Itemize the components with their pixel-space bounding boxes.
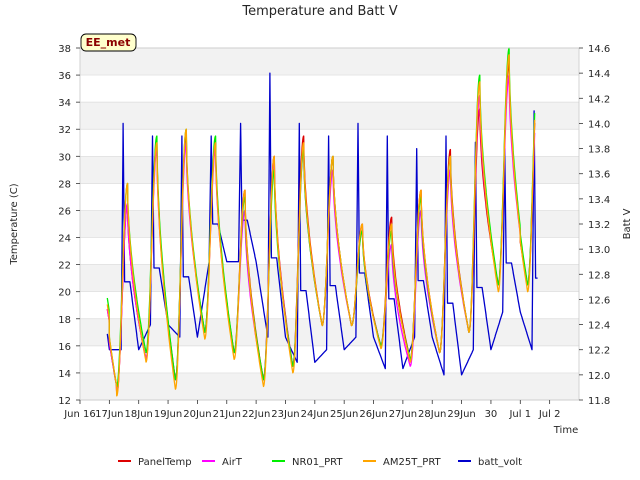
- x-tick-label: 21Jun: [213, 409, 241, 420]
- y-tick-label: 38: [58, 44, 71, 55]
- plot-band: [80, 372, 579, 400]
- y-axis-right: 11.8 12.0 12.2 12.4 12.6 12.8 13.0 13.2 13.4 13.6…: [579, 44, 610, 407]
- x-tick-label: 28Jun: [418, 409, 446, 420]
- y2-tick-label: 12.4: [588, 321, 610, 332]
- x-tick-label: Jul 2: [538, 409, 561, 420]
- legend-label-NR01_PRT: NR01_PRT: [292, 457, 343, 468]
- legend-label-PanelTemp: PanelTemp: [138, 457, 192, 468]
- y-tick-label: 26: [58, 206, 71, 217]
- y2-tick-label: 12.2: [588, 346, 610, 357]
- y2-tick-label: 11.8: [588, 396, 610, 407]
- x-tick-label: 22Jun: [242, 409, 270, 420]
- y2-tick-label: 14.2: [588, 94, 610, 105]
- y-tick-label: 34: [58, 98, 71, 109]
- legend-label-AM25T_PRT: AM25T_PRT: [383, 457, 442, 468]
- x-tick-label: Jul 1: [508, 409, 531, 420]
- y2-tick-label: 14.0: [588, 119, 610, 130]
- x-tick-label: 30: [485, 409, 498, 420]
- y-tick-label: 18: [58, 315, 71, 326]
- y-axis-label: Temperature (C): [9, 183, 20, 265]
- site-label-box: EE_met: [80, 33, 137, 52]
- y-tick-label: 14: [58, 369, 71, 380]
- y-tick-label: 20: [58, 288, 71, 299]
- plot-band: [80, 102, 579, 130]
- legend: PanelTemp AirT NR01_PRT AM25T_PRT batt_volt: [118, 457, 522, 468]
- y-tick-label: 22: [58, 261, 71, 272]
- y2-tick-label: 13.4: [588, 195, 610, 206]
- y2-tick-label: 13.8: [588, 145, 610, 156]
- y2-tick-label: 13.0: [588, 245, 610, 256]
- x-tick-label: 26Jun: [359, 409, 387, 420]
- y2-tick-label: 12.0: [588, 371, 610, 382]
- x-tick-label: 27Jun: [389, 409, 417, 420]
- y2-tick-label: 14.6: [588, 44, 610, 55]
- x-tick-label: 24Jun: [301, 409, 329, 420]
- y-tick-label: 12: [58, 396, 71, 407]
- x-tick-label: 18Jun: [125, 409, 153, 420]
- y2-tick-label: 13.6: [588, 170, 610, 181]
- y2-tick-label: 13.2: [588, 220, 610, 231]
- site-label: EE_met: [86, 36, 131, 49]
- x-tick-label: 29Jun: [447, 409, 475, 420]
- legend-label-AirT: AirT: [222, 457, 243, 468]
- series-lines: [106, 47, 538, 397]
- x-tick-label: Jun 16: [63, 409, 96, 420]
- y-tick-label: 32: [58, 125, 71, 136]
- y-tick-label: 28: [58, 179, 71, 190]
- plot-band: [80, 48, 579, 76]
- y-tick-label: 16: [58, 342, 71, 353]
- y-tick-label: 30: [58, 152, 71, 163]
- y2-axis-label: Batt V: [622, 208, 633, 239]
- x-tick-label: 17Jun: [95, 409, 123, 420]
- series-line-AM25T_PRT: [106, 54, 536, 397]
- x-axis-label: Time: [553, 425, 578, 436]
- x-tick-label: 20Jun: [183, 409, 211, 420]
- plot-band: [80, 318, 579, 346]
- y2-tick-label: 12.8: [588, 270, 610, 281]
- y-tick-label: 24: [58, 234, 71, 245]
- x-tick-label: 19Jun: [154, 409, 182, 420]
- x-tick-label: 23Jun: [271, 409, 299, 420]
- y-axis-left: 12 14 16 18 20 22 24 26 28 30 32 34 36 38: [58, 44, 80, 407]
- x-axis: Jun 16 17Jun 18Jun 19Jun 20Jun 21Jun 22Jun 23Ju…: [63, 400, 560, 420]
- y2-tick-label: 12.6: [588, 295, 610, 306]
- legend-label-batt_volt: batt_volt: [478, 457, 522, 468]
- y2-tick-label: 14.4: [588, 69, 610, 80]
- x-tick-label: 25Jun: [330, 409, 358, 420]
- y-tick-label: 36: [58, 71, 71, 82]
- chart-title: Temperature and Batt V: [241, 4, 397, 19]
